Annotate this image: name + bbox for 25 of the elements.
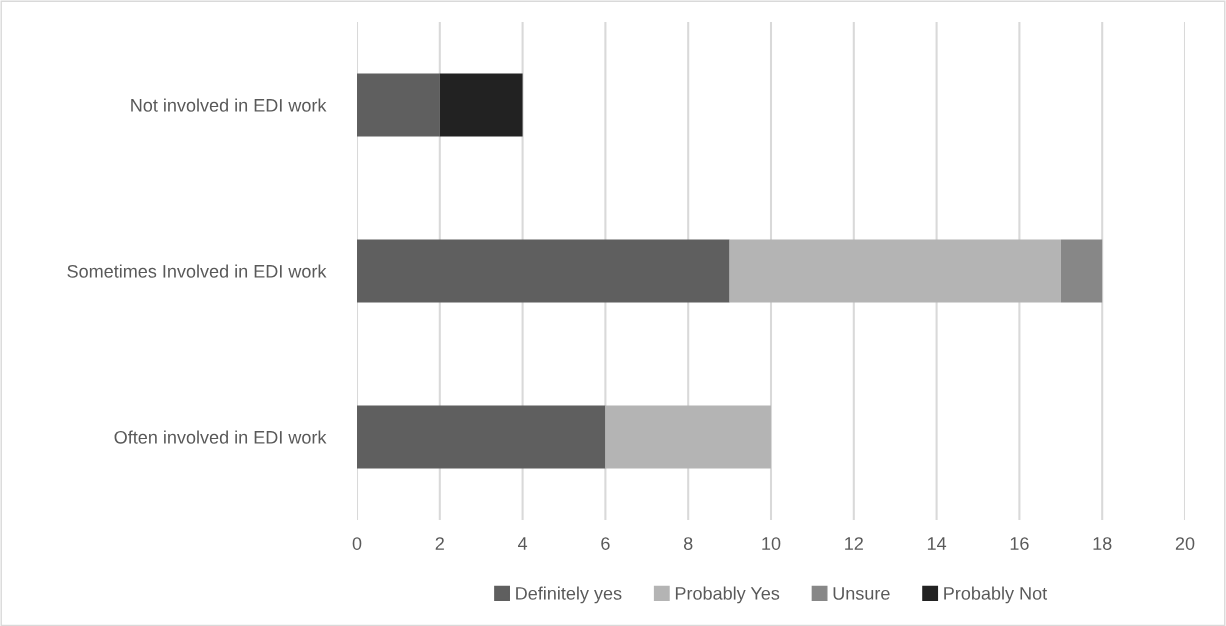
- x-tick-label: 8: [683, 537, 693, 550]
- legend-label: Probably Not: [944, 586, 1048, 604]
- x-tick-label: 14: [927, 537, 947, 550]
- y-tick-label: Sometimes Involved in EDI work: [67, 264, 327, 278]
- bar: [1060, 239, 1103, 303]
- legend-label: Definitely yes: [516, 586, 622, 604]
- y-tick-label: Often involved in EDI work: [114, 430, 327, 444]
- bar: [357, 73, 440, 137]
- x-tick-label: 18: [1093, 537, 1112, 550]
- x-tick-label: 0: [352, 537, 362, 550]
- x-tick-label: 6: [601, 537, 610, 550]
- bar: [357, 239, 730, 303]
- y-tick-label: Not involved in EDI work: [131, 98, 327, 112]
- legend-label: Unsure: [833, 587, 890, 600]
- x-tick-label: 12: [845, 537, 863, 550]
- x-tick-label: 10: [762, 537, 781, 550]
- x-tick-label: 2: [435, 537, 444, 550]
- x-tick-label: 4: [517, 537, 528, 550]
- legend-label: Probably Yes: [675, 586, 780, 604]
- x-tick-label: 20: [1175, 537, 1195, 550]
- bar: [357, 405, 606, 469]
- bar: [439, 73, 523, 137]
- bar: [729, 239, 1061, 303]
- bar: [605, 405, 771, 469]
- x-tick-label: 16: [1010, 537, 1029, 550]
